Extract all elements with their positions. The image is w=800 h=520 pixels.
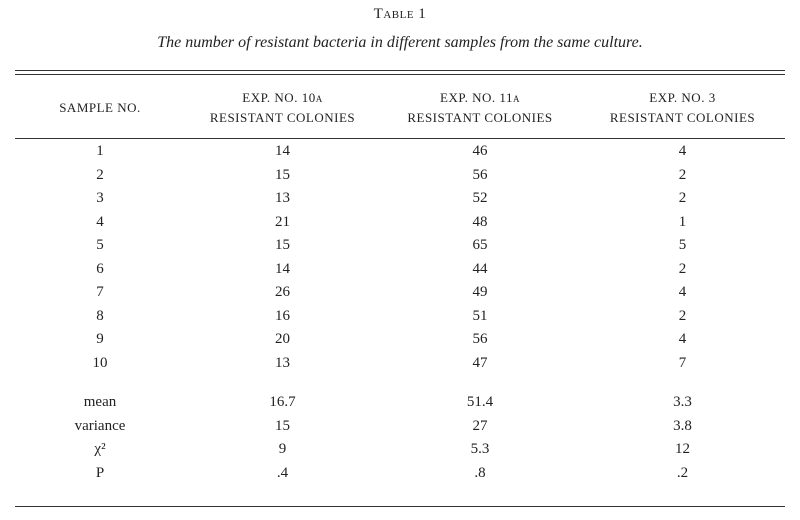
summary-label: P [95, 464, 105, 481]
cell: .4 [276, 464, 289, 481]
cell: 26 [275, 284, 290, 301]
summary-label: mean [83, 394, 117, 411]
cell: 27 [472, 417, 488, 434]
top-rule [15, 70, 785, 71]
cell: 12 [675, 441, 690, 458]
summary-row: mean 16.7 51.4 3.3 [15, 375, 785, 415]
header-line: EXP. NO. 10a [242, 90, 323, 105]
cell: 3 [96, 190, 104, 207]
data-row: 10 13 47 7 [15, 352, 785, 376]
cell: 5 [678, 237, 687, 254]
header-line: EXP. NO. 11a [440, 90, 520, 105]
data-table: SAMPLE NO. EXP. NO. 10a RESISTANT COLONIES… [15, 88, 785, 485]
column-header: EXP. NO. 3 RESISTANT COLONIES [580, 88, 785, 140]
cell: 9 [96, 331, 104, 348]
data-row: 5 15 65 5 [15, 234, 785, 258]
cell: 7 [678, 354, 687, 371]
header-line: RESISTANT COLONIES [209, 110, 356, 125]
cell: 5.3 [470, 441, 490, 458]
table-body: 1 14 46 4 2 15 56 2 3 13 52 2 4 21 48 1 5 15 65 5 6 14 44 2 7 26 4… [15, 140, 785, 485]
cell: 2 [678, 190, 687, 207]
cell: 65 [472, 237, 488, 254]
top-rule [15, 74, 785, 75]
cell: 6 [96, 260, 104, 277]
data-row: 1 14 46 4 [15, 140, 785, 164]
summary-row: variance 15 27 3.8 [15, 415, 785, 439]
cell: 15 [275, 417, 290, 434]
header-row: SAMPLE NO. EXP. NO. 10a RESISTANT COLONIES… [15, 88, 785, 140]
cell: 3.8 [673, 417, 692, 434]
header-line: EXP. NO. 3 [649, 90, 716, 105]
data-row: 4 21 48 1 [15, 211, 785, 235]
cell: 4 [678, 143, 687, 160]
cell: 51.4 [466, 394, 494, 411]
summary-row: P .4 .8 .2 [15, 462, 785, 486]
cell: 51 [472, 307, 488, 324]
bottom-rule [15, 506, 785, 507]
cell: 4 [96, 213, 104, 230]
header-line: SAMPLE NO. [59, 100, 141, 115]
cell: 4 [678, 284, 687, 301]
header-rule [15, 138, 785, 139]
data-row: 3 13 52 2 [15, 187, 785, 211]
cell: .2 [676, 464, 689, 481]
summary-row: χ² 9 5.3 12 [15, 438, 785, 462]
data-row: 2 15 56 2 [15, 164, 785, 188]
cell: 4 [678, 331, 687, 348]
column-header: SAMPLE NO. [15, 88, 185, 140]
cell: 5 [96, 237, 104, 254]
summary-label: variance [74, 417, 126, 434]
data-row: 8 16 51 2 [15, 305, 785, 329]
column-header: EXP. NO. 11a RESISTANT COLONIES [380, 88, 580, 140]
data-row: 6 14 44 2 [15, 258, 785, 282]
cell: 2 [96, 166, 104, 183]
cell: 16 [275, 307, 290, 324]
cell: 21 [275, 213, 290, 230]
table-title: Table 1 [373, 6, 427, 22]
cell: 16.7 [269, 394, 296, 411]
cell: 56 [472, 331, 488, 348]
cell: 2 [678, 307, 687, 324]
cell: 3.3 [673, 394, 692, 411]
cell: 46 [472, 143, 488, 160]
header-line: RESISTANT COLONIES [407, 110, 553, 125]
data-row: 9 20 56 4 [15, 328, 785, 352]
cell: 9 [278, 441, 287, 458]
cell: 48 [472, 213, 488, 230]
cell: .8 [474, 464, 486, 481]
cell: 8 [96, 307, 104, 324]
table-caption: The number of resistant bacteria in diff… [157, 34, 643, 51]
cell: 2 [678, 166, 687, 183]
cell: 7 [96, 284, 104, 301]
summary-label: χ² [94, 441, 106, 458]
cell: 10 [92, 354, 108, 371]
cell: 56 [472, 166, 488, 183]
column-header: EXP. NO. 10a RESISTANT COLONIES [185, 88, 380, 140]
cell: 20 [275, 331, 290, 348]
header-line: RESISTANT COLONIES [609, 110, 756, 125]
cell: 15 [275, 166, 290, 183]
cell: 52 [472, 190, 488, 207]
cell: 49 [472, 284, 488, 301]
cell: 15 [275, 237, 290, 254]
cell: 13 [275, 354, 290, 371]
cell: 1 [678, 213, 687, 230]
cell: 2 [678, 260, 687, 277]
cell: 13 [275, 190, 290, 207]
cell: 14 [275, 260, 290, 277]
cell: 1 [96, 143, 104, 160]
cell: 47 [472, 354, 488, 371]
cell: 44 [472, 260, 488, 277]
data-row: 7 26 49 4 [15, 281, 785, 305]
cell: 14 [275, 143, 290, 160]
